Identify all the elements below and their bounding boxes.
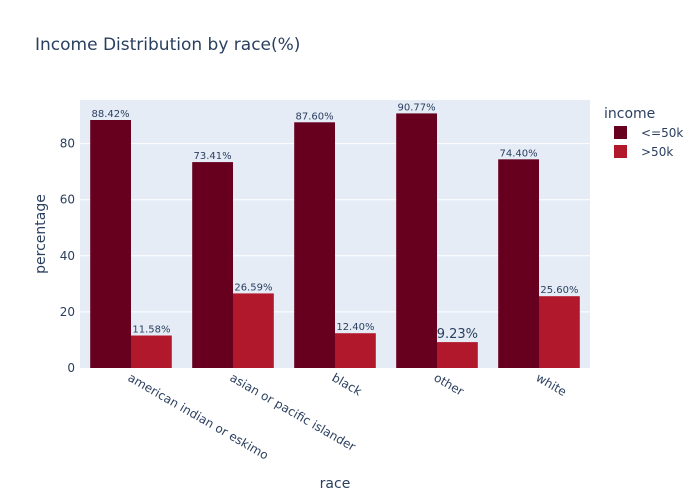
legend-swatch [614,126,627,139]
x-tick-label: other [432,370,467,398]
bar-data-label: 12.40% [336,322,374,333]
legend: income <=50k >50k [604,106,683,159]
bar [192,162,233,368]
bar-data-label: 88.42% [92,109,130,120]
y-axis-title: percentage [33,194,49,274]
legend-label: <=50k [641,126,683,140]
bar [335,333,376,368]
bar [539,296,580,368]
y-tick-label: 20 [60,305,75,319]
bar-data-label: 9.23% [437,327,478,342]
bar [437,342,478,368]
x-tick-label: black [330,370,365,398]
bar [396,113,437,368]
bars [90,113,580,369]
y-tick-labels: 0 20 40 60 80 [60,137,75,375]
chart-title: Income Distribution by race(%) [35,35,300,55]
bar-data-label: 90.77% [398,102,436,113]
bar-labels: 88.42% 11.58% 73.41% 26.59% 87.60% 12.40% 90.7… [92,102,579,342]
y-tick-label: 40 [60,249,75,263]
bar-data-label: 87.60% [296,111,334,122]
y-tick-label: 0 [67,361,75,375]
bar [233,293,274,368]
bar-data-label: 74.40% [500,148,538,159]
legend-label: >50k [641,145,673,159]
x-axis-title: race [320,476,351,492]
bar [294,122,335,368]
bar-data-label: 11.58% [132,325,170,336]
bar-data-label: 25.60% [540,285,578,296]
legend-swatch [614,145,627,158]
bar [498,159,539,368]
x-tick-label: white [534,370,569,399]
bar-data-label: 73.41% [194,151,232,162]
y-tick-label: 60 [60,193,75,207]
y-tick-label: 80 [60,137,75,151]
bar-data-label: 26.59% [234,282,272,293]
legend-title: income [604,106,655,122]
bar [90,119,131,369]
bar [131,335,172,368]
